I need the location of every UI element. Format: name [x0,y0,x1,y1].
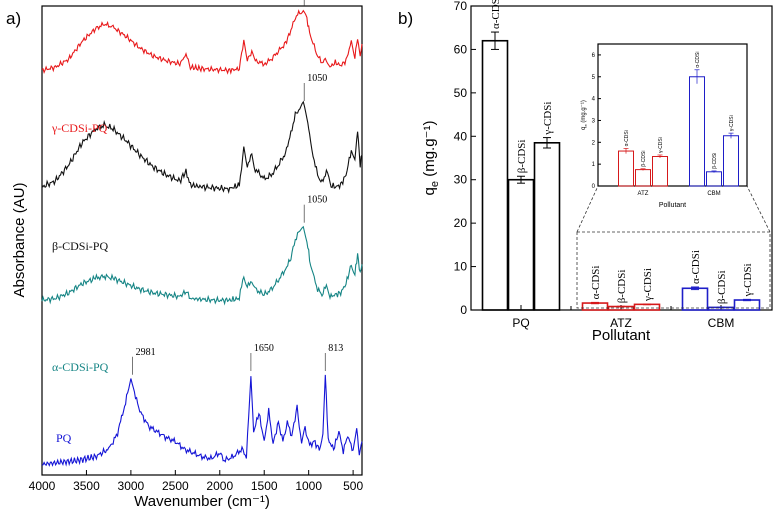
peak-label: 813 [328,343,343,354]
inset-bar [723,135,739,187]
y-tick-label: 20 [454,216,468,230]
y-tick-label: 70 [454,0,468,13]
panel-b-label: b) [398,9,413,28]
inset-y-tick-label: 0 [592,184,596,190]
inset-chart: 0 1 2 3 4 5 6 ATZ CBM Pollutant qe (mg.g⁻¹) α-CDSi β… [581,43,748,209]
x-tick-label: 1500 [251,479,278,493]
inset-y-label: qe (mg.g⁻¹) [581,100,588,130]
inset-bar [706,171,722,187]
zoom-connector-right [746,185,771,233]
y-tick-label: 10 [454,260,468,274]
y-tick-label: 30 [454,173,468,187]
x-tick-label: PQ [512,316,529,330]
inset-bar-label: γ-CDSi [729,115,735,131]
bar-value-label: β-CDSi [616,270,628,304]
x-tick-label: 500 [343,479,363,493]
series-label: β-CDSi-PQ [52,239,108,253]
bar-value-label: β-CDSi [716,270,728,304]
inset-bar [689,76,705,187]
bar-value-label: γ-CDSi [742,263,754,297]
series-label: γ-CDSi-PQ [51,121,108,135]
y-tick-label: 60 [454,42,468,56]
inset-y-tick-label: 4 [592,97,596,103]
bar [681,287,709,311]
y-tick-label: 40 [454,129,468,143]
inset-y-tick-label: 1 [592,162,596,168]
bar [481,39,509,311]
bar-value-label: α-CDSi [690,250,702,284]
x-tick-label: 1000 [295,479,322,493]
inset-bar [635,169,651,187]
bar-x-label: Pollutant [592,327,651,344]
series-label: PQ [56,431,72,445]
spectra-x-label: Wavenumber (cm⁻¹) [134,493,270,510]
inset-x-tick-label: CBM [707,191,720,197]
inset-bar [618,150,634,187]
inset-bar-label: γ-CDSi [658,137,664,153]
inset-x-label: Pollutant [659,202,686,209]
spectra-lines [41,9,363,467]
inset-y-tick-label: 6 [592,53,596,59]
bar-value-label: γ-CDSi [642,268,654,302]
spectrum-line [41,374,363,467]
spectra-x-axis: 4000 3500 3000 2500 2000 1500 1000 500 [29,470,363,493]
peak-label: 1050 [307,73,327,84]
inset-bar-label: β-CDSi [712,153,718,169]
bar [507,178,535,311]
inset-x-tick-label: ATZ [638,191,649,197]
bar-value-label: α-CDSi [490,0,502,29]
inset-y-tick-label: 2 [592,140,596,146]
series-label: α-CDSi-PQ [52,360,109,374]
peak-label: 1650 [254,343,274,354]
spectra-plot-frame [41,5,363,476]
peak-label: 1050 [307,195,327,206]
inset-y-label-q: q [581,127,587,130]
spectrum-line [41,225,363,306]
spectra-labels: γ-CDSi-PQ1050β-CDSi-PQ1050α-CDSi-PQ1050P… [51,0,343,445]
x-tick-label: 2500 [162,479,189,493]
bar-y-label: qe (mg.g⁻¹) [421,121,441,196]
panel-a-label: a) [6,9,21,28]
inset-bar [652,156,668,187]
y-tick-label: 0 [460,303,467,317]
x-tick-label: 4000 [29,479,56,493]
x-tick-label: CBM [708,316,735,330]
inset-y-label-unit: (mg.g⁻¹) [581,100,587,124]
spectrum-line [41,100,363,194]
bar-value-label: β-CDSi [516,140,528,174]
bar [533,142,561,311]
peak-label: 2981 [136,347,156,358]
y-tick-label: 50 [454,86,468,100]
inset-frame [597,43,748,187]
inset-bar-label: α-CDSi [695,52,701,68]
x-tick-label: 2000 [206,479,233,493]
inset-bar-label: α-CDSi [624,130,630,146]
bar [733,299,761,311]
spectra-y-label: Absorbance (AU) [11,182,28,297]
inset-y-tick-label: 3 [592,118,596,124]
zoom-box [576,231,771,309]
bar-value-label: α-CDSi [590,266,602,300]
inset-y-tick-label: 5 [592,75,596,81]
x-tick-label: 3000 [118,479,145,493]
spectrum-line [41,9,363,75]
x-tick-label: ATZ [610,316,632,330]
zoom-connector-left [576,185,599,233]
bar-value-label: γ-CDSi [542,102,554,136]
x-tick-label: 3500 [73,479,100,493]
inset-y-label-sub: e [583,124,588,127]
inset-bar-label: β-CDSi [641,151,647,167]
